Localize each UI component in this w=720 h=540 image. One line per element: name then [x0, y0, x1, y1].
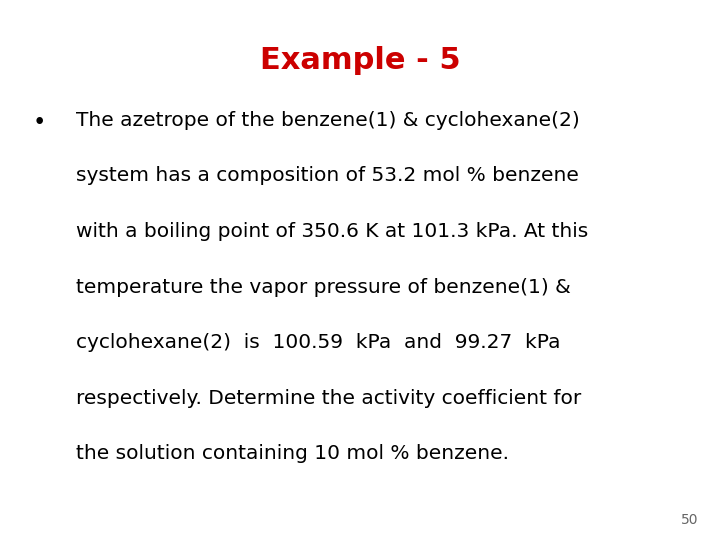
Text: respectively. Determine the activity coefficient for: respectively. Determine the activity coe…: [76, 389, 581, 408]
Text: The azetrope of the benzene(1) & cyclohexane(2): The azetrope of the benzene(1) & cyclohe…: [76, 111, 580, 130]
Text: temperature the vapor pressure of benzene(1) &: temperature the vapor pressure of benzen…: [76, 278, 570, 296]
Text: •: •: [33, 111, 46, 134]
Text: Example - 5: Example - 5: [260, 46, 460, 75]
Text: system has a composition of 53.2 mol % benzene: system has a composition of 53.2 mol % b…: [76, 166, 578, 185]
Text: 50: 50: [681, 512, 698, 526]
Text: cyclohexane(2)  is  100.59  kPa  and  99.27  kPa: cyclohexane(2) is 100.59 kPa and 99.27 k…: [76, 333, 560, 352]
Text: the solution containing 10 mol % benzene.: the solution containing 10 mol % benzene…: [76, 444, 508, 463]
Text: with a boiling point of 350.6 K at 101.3 kPa. At this: with a boiling point of 350.6 K at 101.3…: [76, 222, 588, 241]
